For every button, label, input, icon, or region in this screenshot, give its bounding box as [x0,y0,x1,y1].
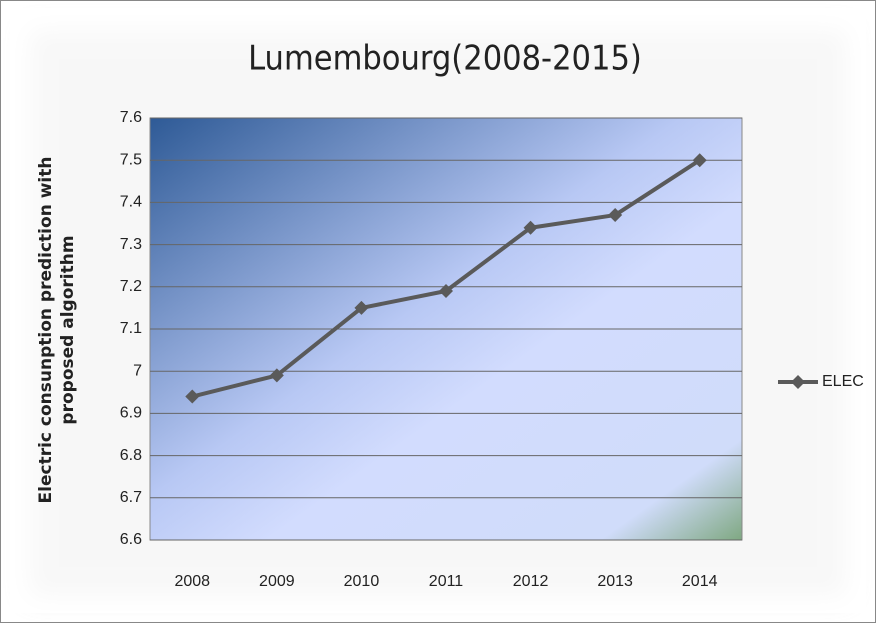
data-point [269,368,284,383]
data-point [439,284,453,299]
x-tick-label: 2014 [682,573,718,590]
y-axis-label: Electric consunption prediction with pro… [36,157,78,504]
chart-title: Lumembourg(2008-2015) [248,39,642,79]
y-tick-label: 7 [133,362,142,379]
x-tick-label: 2009 [259,573,295,590]
y-tick-label: 7.3 [120,236,142,253]
x-tick-label: 2011 [429,573,464,590]
y-tick-label: 6.7 [120,489,142,506]
legend-label: ELEC [822,373,864,390]
x-tick-label: 2013 [597,573,633,590]
y-axis-label-line: proposed algorithm [58,235,78,424]
y-tick-label: 7.1 [120,320,142,337]
data-point [354,300,369,315]
data-point [185,389,200,404]
data-point [692,153,707,168]
y-axis-label-line: Electric consunption prediction with [36,157,56,504]
y-tick-label: 7.6 [120,109,142,126]
x-tick-label: 2012 [513,573,549,590]
y-tick-label: 6.9 [120,405,142,422]
x-tick-label: 2008 [174,573,210,590]
x-tick-label: 2010 [344,573,380,590]
y-tick-label: 6.6 [120,531,142,548]
legend-marker [791,375,805,389]
data-point [608,208,623,223]
y-tick-label: 6.8 [120,447,142,464]
y-tick-label: 7.2 [120,278,142,295]
y-tick-label: 7.4 [120,194,142,211]
data-point [523,220,538,235]
y-tick-label: 7.5 [120,151,142,168]
